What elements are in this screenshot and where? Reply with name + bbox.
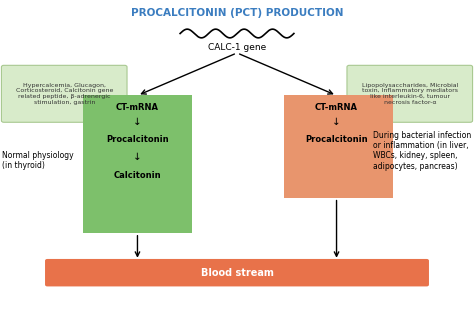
Text: PROCALCITONIN (PCT) PRODUCTION: PROCALCITONIN (PCT) PRODUCTION xyxy=(131,8,343,18)
FancyBboxPatch shape xyxy=(284,95,393,198)
Text: CALC-1 gene: CALC-1 gene xyxy=(208,43,266,52)
Text: Normal physiology
(in thyroid): Normal physiology (in thyroid) xyxy=(2,151,74,171)
Text: ↓: ↓ xyxy=(133,117,142,127)
Text: CT-mRNA: CT-mRNA xyxy=(116,103,159,112)
Text: Procalcitonin: Procalcitonin xyxy=(305,135,368,143)
Text: Calcitonin: Calcitonin xyxy=(114,172,161,180)
Text: ↓: ↓ xyxy=(133,152,142,162)
FancyBboxPatch shape xyxy=(1,65,127,122)
Text: Hypercalcemia, Glucagon,
Corticosteroid, Calcitonin gene
related peptide, β-adre: Hypercalcemia, Glucagon, Corticosteroid,… xyxy=(16,83,113,105)
Text: CT-mRNA: CT-mRNA xyxy=(315,103,358,112)
FancyBboxPatch shape xyxy=(83,95,192,233)
Text: Procalcitonin: Procalcitonin xyxy=(106,135,169,143)
Text: During bacterial infection
or inflammation (in liver,
WBCs, kidney, spleen,
adip: During bacterial infection or inflammati… xyxy=(374,131,472,171)
Text: Lipopolysaccharides, Microbial
toxin, Inflammatory mediators
like interleukin-6,: Lipopolysaccharides, Microbial toxin, In… xyxy=(362,83,458,105)
Text: Blood stream: Blood stream xyxy=(201,268,273,278)
FancyBboxPatch shape xyxy=(45,259,429,286)
Text: ↓: ↓ xyxy=(332,117,341,127)
FancyBboxPatch shape xyxy=(347,65,473,122)
